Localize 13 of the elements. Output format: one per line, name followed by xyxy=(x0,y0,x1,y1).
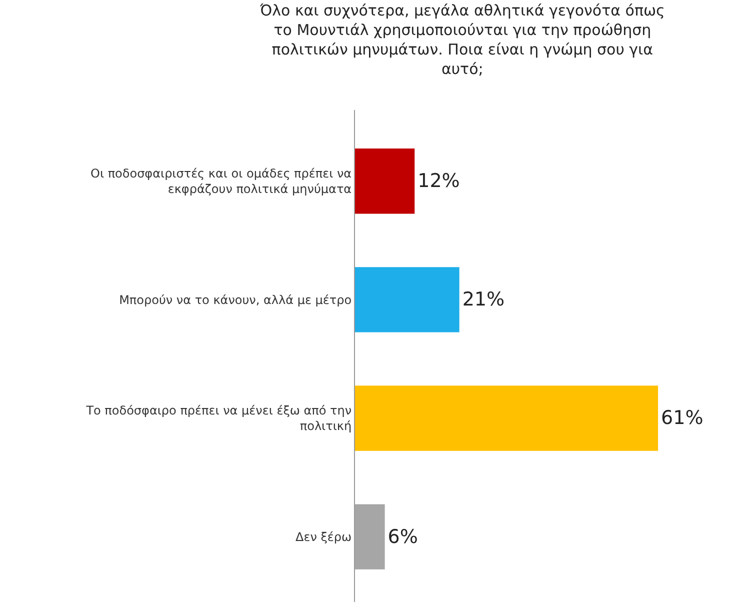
y-tick-label: Οι ποδοσφαιριστές και οι ομάδες πρέπει να εκφράζουν πολιτικά μηνύματα xyxy=(90,166,352,196)
y-tick-label: Το ποδόσφαιρο πρέπει να μένει έξω από την πολιτική xyxy=(85,404,352,434)
y-tick-label: Δεν ξέρω xyxy=(296,530,352,544)
data-label: 6% xyxy=(388,526,418,548)
bar xyxy=(355,504,385,570)
bar xyxy=(355,267,460,332)
data-label: 61% xyxy=(661,407,704,430)
bar xyxy=(355,386,658,451)
y-tick-label: Μπορούν να το κάνουν, αλλά με μέτρο xyxy=(119,292,352,307)
data-label: 21% xyxy=(462,288,505,311)
chart-title: Όλο και συχνότερα, μεγάλα αθλητικά γεγονότα όπως το Μουντιάλ χρησιμοποιούνται για την προώθηση πολιτικών μηνυμάτων. Ποια είναι η γνώμη σου για αυτό; xyxy=(258,1,665,78)
bar xyxy=(355,148,415,214)
data-label: 12% xyxy=(418,170,460,192)
